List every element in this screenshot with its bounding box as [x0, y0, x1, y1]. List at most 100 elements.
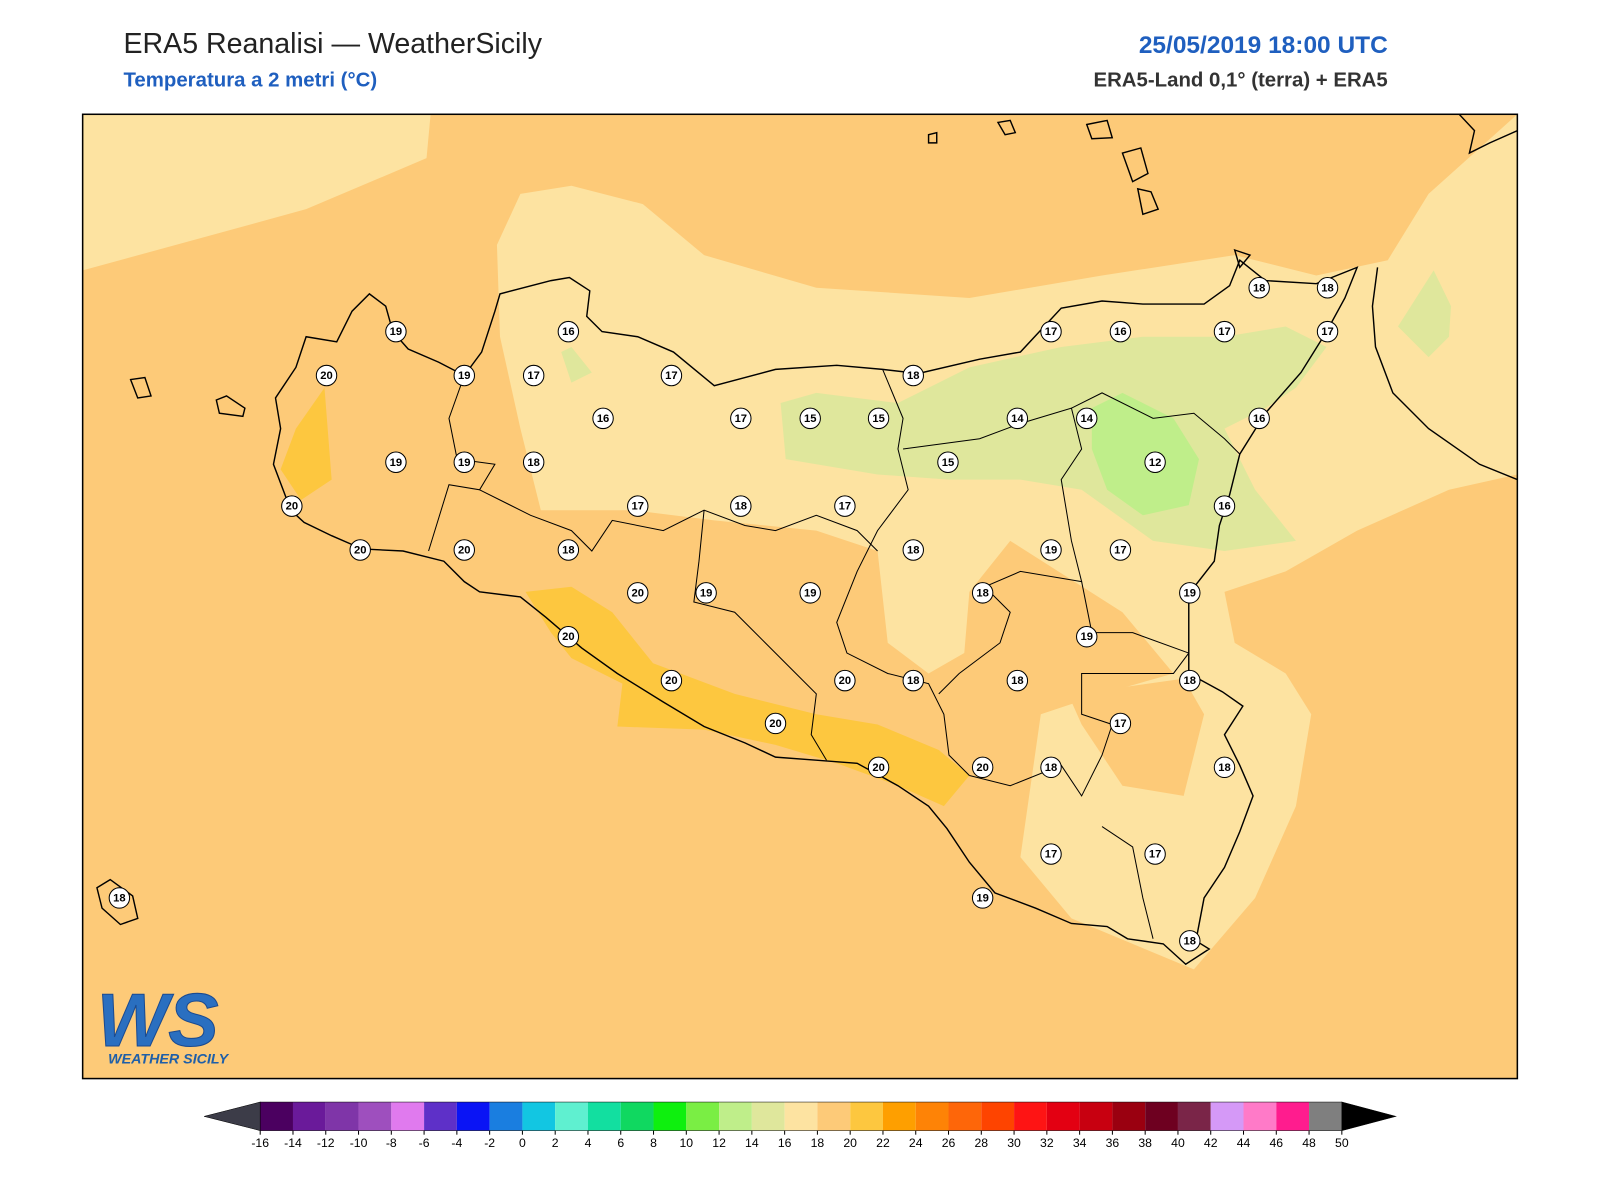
- source: ERA5-Land 0,1° (terra) + ERA5: [1093, 70, 1387, 92]
- colorbar-tick-label: -10: [350, 1136, 368, 1150]
- station: 19: [1179, 582, 1201, 604]
- station-marker: [385, 320, 407, 343]
- station: 20: [281, 495, 303, 517]
- station-marker: [1316, 320, 1339, 343]
- colorbar-bin: [489, 1102, 523, 1131]
- station-marker: [799, 582, 821, 604]
- station-value: 17: [1321, 326, 1333, 338]
- colorbar-tick-label: -2: [484, 1136, 495, 1150]
- colorbar-tick-label: 0: [519, 1136, 526, 1150]
- station: 18: [902, 364, 924, 387]
- colorbar-bin: [555, 1102, 588, 1131]
- station-value: 17: [1149, 849, 1161, 861]
- colorbar-tick-label: 10: [679, 1136, 693, 1150]
- colorbar-tick-label: 22: [876, 1136, 890, 1150]
- colorbar-extend-high: [1341, 1101, 1397, 1131]
- station-marker: [730, 495, 752, 517]
- station-marker: [660, 669, 683, 692]
- station-value: 20: [872, 762, 884, 774]
- station-marker: [1040, 843, 1062, 865]
- station-value: 19: [458, 370, 470, 382]
- station: 19: [385, 320, 407, 343]
- colorbar-bin: [1046, 1102, 1080, 1131]
- station: 17: [522, 364, 545, 387]
- station-marker: [1040, 756, 1062, 779]
- colorbar-bin: [686, 1102, 720, 1131]
- colorbar-tick-label: 14: [745, 1136, 759, 1150]
- colorbar-tick-label: -6: [419, 1136, 430, 1150]
- station-marker: [1006, 669, 1029, 692]
- station: 15: [937, 451, 959, 473]
- station-marker: [695, 582, 717, 604]
- colorbar-bin: [587, 1102, 621, 1131]
- station-marker: [385, 451, 407, 473]
- station-value: 17: [1045, 849, 1057, 861]
- colorbar-bin: [1014, 1102, 1047, 1131]
- colorbar-bin: [1210, 1102, 1244, 1131]
- station: 17: [1213, 320, 1236, 343]
- colorbar-bin: [1309, 1102, 1342, 1131]
- station-value: 20: [839, 675, 851, 687]
- station-marker: [799, 407, 821, 430]
- field-cool: [82, 114, 431, 271]
- colorbar-tick-label: 16: [778, 1136, 792, 1150]
- station-value: 15: [872, 413, 884, 425]
- colorbar-bin: [882, 1102, 916, 1131]
- station: 20: [834, 669, 856, 692]
- station: 18: [902, 669, 924, 692]
- station-marker: [834, 495, 856, 517]
- station-value: 17: [665, 370, 677, 382]
- colorbar-bin: [1177, 1102, 1211, 1131]
- station-value: 20: [286, 501, 298, 513]
- station-marker: [1006, 407, 1029, 430]
- colorbar-tick-label: 4: [585, 1136, 592, 1150]
- station-marker: [1213, 495, 1236, 517]
- station-value: 14: [1011, 413, 1024, 425]
- station-marker: [557, 539, 580, 561]
- station-value: 18: [1011, 675, 1023, 687]
- station-value: 19: [804, 587, 816, 599]
- station: 18: [1040, 756, 1062, 779]
- station: 18: [730, 495, 752, 517]
- colorbar-bin: [719, 1102, 752, 1131]
- colorbar-bin: [784, 1102, 818, 1131]
- station-marker: [660, 364, 683, 387]
- field-hot: [280, 387, 332, 500]
- station-value: 18: [907, 370, 919, 382]
- station-marker: [592, 407, 614, 430]
- station-marker: [1248, 407, 1270, 430]
- colorbar-tick-label: 2: [552, 1136, 559, 1150]
- station: 17: [730, 407, 752, 430]
- colorbar-tick-label: 44: [1237, 1136, 1251, 1150]
- station: 20: [315, 364, 338, 387]
- colorbar-tick-label: 20: [843, 1136, 857, 1150]
- station-value: 20: [976, 762, 988, 774]
- colorbar-bin: [915, 1102, 949, 1131]
- station-marker: [1179, 582, 1201, 604]
- station: 14: [1076, 407, 1098, 430]
- station-value: 19: [1080, 631, 1092, 643]
- station-marker: [1316, 277, 1339, 299]
- station: 15: [867, 407, 890, 430]
- station: 17: [834, 495, 856, 517]
- colorbar: -16 -14 -12 -10 -8 -6 -4 -2 0 2 4 6 8 10 12 14 16 18 20 22 2…: [204, 1101, 1397, 1150]
- station-value: 18: [1321, 282, 1333, 294]
- subtitle: Temperatura a 2 metri (°C): [123, 70, 377, 92]
- station-marker: [867, 756, 890, 779]
- station: 18: [1248, 277, 1270, 299]
- colorbar-tick-label: -14: [284, 1136, 302, 1150]
- station-value: 19: [1184, 587, 1196, 599]
- colorbar-tick-label: 26: [942, 1136, 956, 1150]
- station-value: 16: [562, 326, 574, 338]
- station: 19: [453, 364, 475, 387]
- logo-name: WEATHER SICILY: [108, 1051, 229, 1067]
- station-marker: [1213, 756, 1236, 779]
- station-marker: [1179, 930, 1201, 952]
- station-marker: [522, 364, 545, 387]
- station-value: 18: [1253, 282, 1265, 294]
- stations: 19 16 20 19 17 17 18 17 16 17 18 18 17 16 17 15 15 14 14 16…: [108, 277, 1339, 952]
- station: 16: [1248, 407, 1270, 430]
- station: 20: [971, 756, 994, 779]
- station-marker: [349, 539, 371, 561]
- station-value: 17: [1114, 718, 1126, 730]
